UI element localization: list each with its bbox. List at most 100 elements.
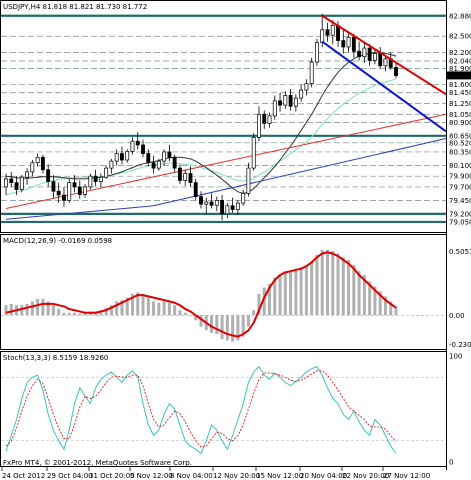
candle-body (204, 201, 209, 205)
stoch-pane-frame (0, 351, 447, 467)
time-label: 29 Oct 04:00 (47, 472, 93, 480)
macd-histogram-bar (336, 253, 340, 316)
candle-body (230, 205, 235, 210)
macd-signal-line (5, 251, 397, 338)
macd-histogram-bar (368, 281, 372, 316)
candle-body (351, 36, 356, 52)
candle-body (283, 95, 288, 106)
macd-histogram-bar (210, 315, 214, 333)
macd-histogram-bar (30, 301, 34, 316)
candle-body (9, 178, 14, 183)
time-label: 12 Nov 20:00 (213, 472, 260, 480)
candle-body (214, 200, 219, 206)
candle-body (246, 167, 251, 194)
price-label: 82.200 (449, 49, 471, 57)
macd-histogram-bar (157, 302, 161, 316)
macd-histogram-bar (9, 303, 13, 316)
price-label: 81.050 (449, 111, 471, 119)
candle-body (125, 151, 130, 161)
candle-body (193, 182, 198, 197)
candle-body (251, 137, 256, 169)
candle-body (225, 205, 230, 215)
candle-body (35, 156, 40, 164)
candle-body (156, 160, 161, 169)
candle-body (40, 156, 45, 171)
candle-body (378, 53, 383, 67)
candle-body (372, 53, 377, 61)
candle-body (278, 100, 282, 106)
candle-body (19, 176, 24, 190)
candle-body (315, 42, 319, 63)
macd-histogram-bar (289, 271, 293, 316)
candle-body (88, 175, 93, 188)
stoch-plot: 100 0 (1, 353, 462, 467)
macd-histogram-bar (373, 286, 377, 316)
candle-body (46, 169, 51, 182)
macd-histogram-bar (199, 315, 203, 327)
macd-histogram-bar (383, 296, 387, 316)
stoch-scale-label: 100 (449, 353, 462, 361)
candle-body (362, 47, 367, 58)
main-header: USDJPY,H4 81.818 81.821 81.730 81.772 (3, 3, 147, 11)
macd-histogram-bar (331, 251, 335, 316)
price-label: 80.900 (449, 119, 471, 127)
candle-body (120, 153, 124, 161)
macd-histogram-bar (115, 301, 119, 316)
macd-histogram-bar (352, 264, 356, 316)
macd-histogram-bar (357, 271, 361, 316)
price-label: 81.600 (449, 81, 471, 89)
macd-histogram-bar (25, 303, 29, 316)
macd-histogram-bar (36, 298, 40, 316)
macd-histogram-bar (389, 301, 393, 316)
macd-histogram-bar (141, 293, 145, 316)
candle-body (14, 182, 19, 190)
candle-body (56, 190, 61, 196)
ma-slow-red-line (5, 113, 447, 209)
ma-slow-blue-line (153, 138, 447, 207)
macd-histogram-bar (394, 306, 398, 316)
trend-lines (321, 14, 447, 133)
price-label: 79.700 (449, 183, 471, 191)
macd-histogram-bar (320, 249, 324, 316)
candle-body (220, 200, 225, 215)
trend-line-red (321, 14, 447, 96)
macd-histogram-bar (299, 267, 303, 316)
stoch-header: Stoch(13,3,3) 8.5159 18.9260 (3, 354, 108, 362)
macd-histogram-bar (167, 302, 171, 316)
candle-body (4, 178, 8, 188)
macd-histogram-bar (304, 266, 308, 316)
macd-histogram-bar (20, 305, 24, 316)
time-label: 24 Oct 2012 (2, 472, 45, 480)
macd-histogram-bar (152, 301, 156, 316)
candle-body (77, 186, 82, 195)
candle-body (51, 181, 56, 192)
macd-histogram-bar (188, 315, 192, 316)
price-label: 81.900 (449, 65, 471, 73)
macd-histogram-bar (183, 312, 187, 316)
moving-averages (5, 52, 447, 220)
candle-body (293, 97, 298, 107)
candle-body (336, 25, 340, 41)
macd-histogram-bar (173, 305, 177, 316)
macd-histogram-bar (104, 307, 108, 316)
macd-histogram-bar (162, 301, 166, 316)
time-label: 27 Nov 12:00 (383, 472, 430, 480)
price-label: 82.880 (449, 12, 471, 20)
candle-body (167, 151, 172, 158)
stoch-scale-label: 0 (449, 459, 453, 467)
stoch-main-line (5, 365, 397, 455)
main-grid (1, 14, 446, 224)
candle-body (25, 171, 30, 178)
price-scale: 82.880 82.500 82.20082.04081.900 81.60081.4… (447, 12, 471, 226)
macd-histogram-bar (62, 312, 66, 316)
macd-histogram-bar (257, 293, 261, 316)
macd-histogram-bar (283, 271, 287, 316)
candle-body (330, 25, 335, 36)
macd-scale-label: 0.00 (449, 312, 465, 320)
price-label: 79.050 (449, 218, 471, 226)
candle-body (257, 113, 261, 138)
macd-histogram-bar (4, 305, 8, 316)
macd-histogram-bar (241, 315, 245, 337)
time-label: 15 Nov 12:00 (256, 472, 303, 480)
